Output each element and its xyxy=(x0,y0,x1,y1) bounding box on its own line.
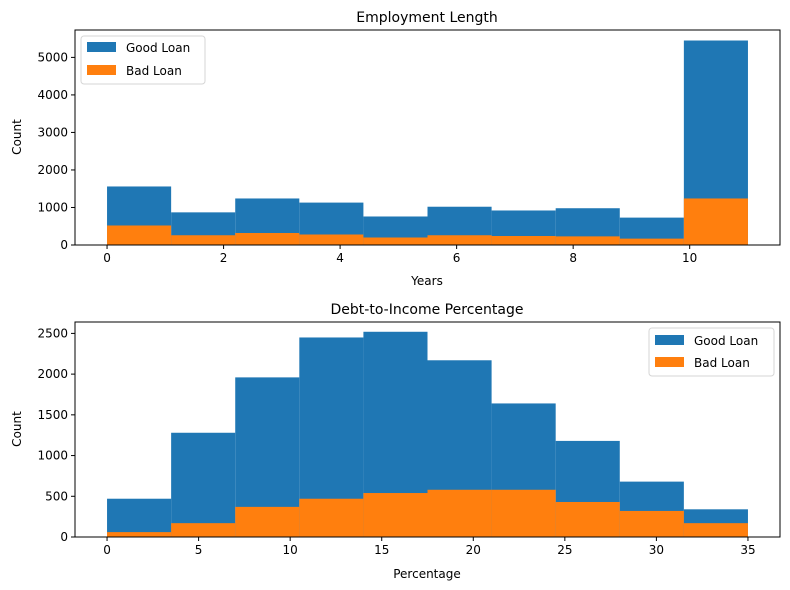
legend-swatch-bad-loan xyxy=(655,357,684,367)
legend: Good Loan Bad Loan xyxy=(648,327,775,377)
x-tick-label: 10 xyxy=(682,251,697,265)
legend-swatch-good-loan xyxy=(87,42,116,52)
bar-bad-loan-3 xyxy=(299,234,364,245)
legend-label-good-loan: Good Loan xyxy=(694,334,758,348)
y-axis-label: Count xyxy=(10,119,24,155)
employment-length-chart: Employment Length 0 2 4 6 8 10 0 1000 2000 3000 4… xyxy=(10,10,781,288)
axes-frame xyxy=(74,29,781,246)
chart-title: Debt-to-Income Percentage xyxy=(331,302,524,318)
y-ticks: 0 500 1000 1500 2000 2500 xyxy=(37,326,75,544)
bar-bad-loan-7 xyxy=(555,501,620,537)
x-tick-label: 10 xyxy=(283,543,298,557)
bar-bad-loan-8 xyxy=(619,510,684,537)
legend: Good Loan Bad Loan xyxy=(80,35,206,85)
legend-swatch-bad-loan xyxy=(87,65,116,75)
bar-bad-loan-8 xyxy=(619,238,684,245)
bar-bad-loan-4 xyxy=(363,237,428,245)
x-ticks: 0 5 10 15 20 25 30 35 xyxy=(103,537,756,557)
bar-bad-loan-5 xyxy=(427,235,492,245)
y-tick-label: 1000 xyxy=(37,200,68,214)
y-tick-label: 1500 xyxy=(37,408,68,422)
bar-bad-loan-9 xyxy=(683,198,748,245)
x-axis-label: Years xyxy=(410,274,443,288)
x-tick-label: 25 xyxy=(557,543,572,557)
x-ticks: 0 2 4 6 8 10 xyxy=(103,245,697,265)
bar-bad-loan-0 xyxy=(107,532,172,537)
bar-bad-loan-4 xyxy=(363,493,428,537)
x-tick-label: 0 xyxy=(103,543,111,557)
x-tick-label: 15 xyxy=(374,543,389,557)
bar-bad-loan-0 xyxy=(107,225,172,245)
bar-bad-loan-2 xyxy=(235,232,300,245)
legend-label-bad-loan: Bad Loan xyxy=(694,356,750,370)
y-axis-label: Count xyxy=(10,411,24,447)
x-tick-label: 5 xyxy=(195,543,203,557)
debt-to-income-chart: Debt-to-Income Percentage 0 5 10 15 20 25 30 35… xyxy=(10,302,781,581)
bar-good-loan-0 xyxy=(107,498,172,537)
bar-bad-loan-7 xyxy=(555,236,620,245)
chart-title: Employment Length xyxy=(356,10,497,26)
bar-bad-loan-6 xyxy=(491,489,556,537)
y-tick-label: 3000 xyxy=(37,125,68,139)
x-axis-label: Percentage xyxy=(393,567,461,581)
bar-bad-loan-1 xyxy=(171,523,236,537)
x-tick-label: 4 xyxy=(336,251,344,265)
x-tick-label: 2 xyxy=(220,251,228,265)
x-tick-label: 6 xyxy=(453,251,461,265)
legend-label-good-loan: Good Loan xyxy=(126,41,190,55)
y-tick-label: 0 xyxy=(60,530,68,544)
y-tick-label: 1000 xyxy=(37,449,68,463)
bar-good-loan-1 xyxy=(171,432,236,537)
y-tick-label: 5000 xyxy=(37,50,68,64)
bar-bad-loan-1 xyxy=(171,235,236,245)
x-tick-label: 20 xyxy=(466,543,481,557)
legend-label-bad-loan: Bad Loan xyxy=(126,64,182,78)
y-tick-label: 2500 xyxy=(37,326,68,340)
bar-bad-loan-2 xyxy=(235,506,300,537)
y-tick-label: 2000 xyxy=(37,163,68,177)
y-tick-label: 0 xyxy=(60,238,68,252)
y-tick-label: 500 xyxy=(45,489,68,503)
x-tick-label: 30 xyxy=(649,543,664,557)
legend-swatch-good-loan xyxy=(655,335,684,345)
y-tick-label: 4000 xyxy=(37,88,68,102)
bar-bad-loan-9 xyxy=(683,523,748,537)
y-ticks: 0 1000 2000 3000 4000 5000 xyxy=(37,50,75,252)
bar-bad-loan-3 xyxy=(299,498,364,537)
bars-layer xyxy=(107,331,748,537)
y-tick-label: 2000 xyxy=(37,367,68,381)
bars-layer xyxy=(107,40,748,246)
x-tick-label: 35 xyxy=(740,543,755,557)
bar-bad-loan-5 xyxy=(427,489,492,537)
x-tick-label: 8 xyxy=(569,251,577,265)
x-tick-label: 0 xyxy=(103,251,111,265)
bar-bad-loan-6 xyxy=(491,235,556,245)
axes-frame xyxy=(74,321,781,538)
